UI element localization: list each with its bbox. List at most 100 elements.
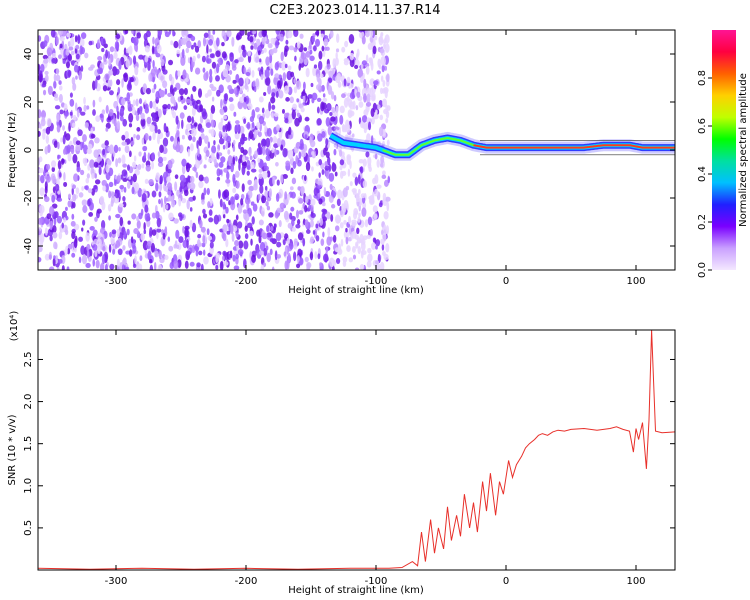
noise-speck <box>155 52 161 58</box>
noise-speck <box>372 191 375 199</box>
noise-speck <box>209 48 212 53</box>
noise-speck <box>50 30 56 38</box>
noise-speck <box>361 207 367 217</box>
noise-speck <box>306 229 311 234</box>
noise-speck <box>331 204 336 209</box>
noise-speck <box>173 244 177 249</box>
noise-speck <box>92 126 96 132</box>
noise-speck <box>79 37 85 48</box>
noise-speck <box>81 227 84 232</box>
noise-speck <box>167 236 171 242</box>
noise-speck <box>198 136 202 147</box>
noise-speck <box>330 91 335 100</box>
noise-speck <box>369 78 375 86</box>
noise-speck <box>218 169 223 176</box>
noise-speck <box>49 205 55 216</box>
noise-speck <box>373 80 379 86</box>
noise-speck <box>211 96 215 102</box>
noise-speck <box>290 206 295 212</box>
noise-speck <box>102 185 107 192</box>
noise-speck <box>354 267 360 270</box>
noise-speck <box>225 206 229 214</box>
noise-speck <box>265 76 271 86</box>
noise-speck <box>323 35 329 40</box>
noise-speck <box>330 116 336 122</box>
noise-speck <box>234 124 240 132</box>
noise-speck <box>77 129 83 137</box>
noise-speck <box>163 122 167 133</box>
noise-speck <box>315 31 320 36</box>
noise-speck <box>325 116 331 127</box>
noise-speck <box>249 36 254 43</box>
noise-speck <box>375 260 380 265</box>
noise-speck <box>309 55 315 62</box>
noise-speck <box>136 215 140 222</box>
noise-speck <box>203 32 209 39</box>
noise-speck <box>43 40 48 47</box>
noise-speck <box>123 186 127 193</box>
noise-speck <box>262 232 268 240</box>
noise-speck <box>325 46 330 51</box>
noise-speck <box>271 92 276 98</box>
noise-speck <box>198 250 203 256</box>
noise-speck <box>203 256 209 265</box>
noise-speck <box>260 74 264 81</box>
noise-speck <box>209 241 214 249</box>
noise-speck <box>242 149 248 155</box>
signal-track-core <box>466 141 675 149</box>
noise-speck <box>218 57 221 68</box>
noise-speck <box>174 181 178 192</box>
noise-speck <box>237 221 243 229</box>
noise-speck <box>218 130 222 138</box>
noise-speck <box>301 91 306 97</box>
noise-speck <box>383 179 389 187</box>
colorbar-tick-label: 0.4 <box>697 166 708 182</box>
noise-speck <box>76 166 81 173</box>
noise-speck <box>222 214 226 219</box>
noise-speck <box>38 73 43 83</box>
noise-speck <box>190 35 196 42</box>
noise-speck <box>333 143 338 148</box>
noise-speck <box>177 96 181 103</box>
noise-speck <box>75 53 80 60</box>
noise-speck <box>136 263 143 270</box>
spectrogram-noise-layer <box>38 30 391 270</box>
noise-speck <box>317 253 321 260</box>
noise-speck <box>157 151 161 158</box>
noise-speck <box>358 159 364 164</box>
noise-speck <box>149 100 153 109</box>
noise-speck <box>304 116 310 122</box>
noise-speck <box>210 104 216 114</box>
noise-speck <box>225 141 229 150</box>
x-tick-label: 100 <box>626 276 645 287</box>
noise-speck <box>364 30 370 38</box>
noise-speck <box>58 54 62 59</box>
noise-speck <box>207 141 211 149</box>
noise-speck <box>207 201 211 209</box>
noise-speck <box>220 117 224 124</box>
noise-speck <box>154 262 157 270</box>
noise-speck <box>316 73 320 83</box>
noise-speck <box>192 136 196 143</box>
noise-speck <box>305 50 311 58</box>
noise-speck <box>284 191 288 200</box>
noise-speck <box>332 161 335 167</box>
noise-speck <box>70 220 76 227</box>
noise-speck <box>378 202 383 208</box>
noise-speck <box>128 112 134 123</box>
noise-speck <box>380 56 386 66</box>
noise-speck <box>287 30 293 39</box>
noise-speck <box>293 46 298 53</box>
noise-speck <box>329 111 333 117</box>
noise-speck <box>319 262 323 267</box>
noise-speck <box>179 112 185 120</box>
noise-speck <box>291 109 296 120</box>
noise-speck <box>115 213 121 219</box>
noise-speck <box>266 170 271 178</box>
noise-speck <box>296 112 301 117</box>
noise-speck <box>190 44 194 50</box>
noise-speck <box>89 159 95 169</box>
noise-speck <box>121 154 126 165</box>
noise-speck <box>111 195 115 204</box>
noise-speck <box>42 130 46 140</box>
